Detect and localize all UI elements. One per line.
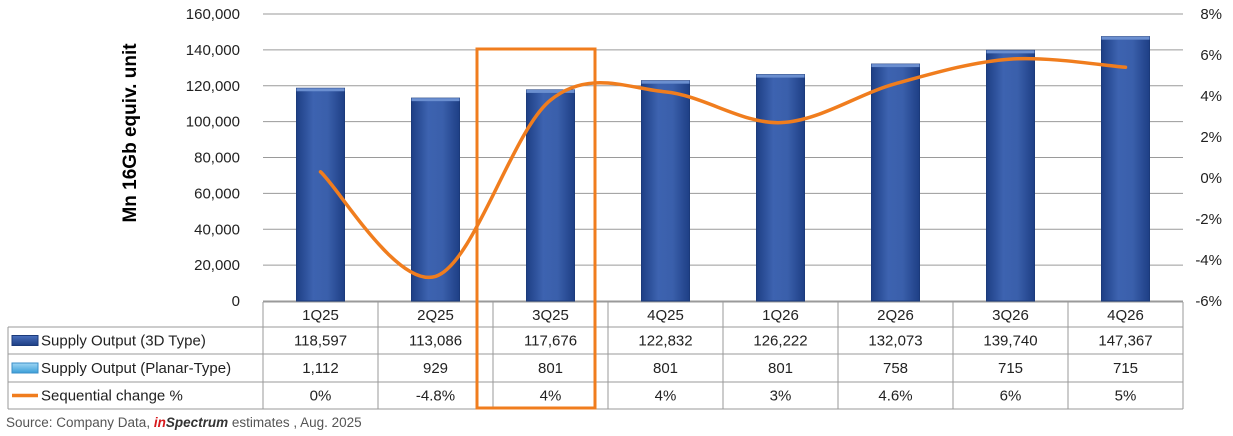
y-tick-label: 120,000 [186, 78, 240, 95]
bar [526, 89, 575, 302]
chart: 160,000 140,000 120,000 100,000 80,000 60,000… [7, 6, 1222, 410]
table-value: 758 [883, 360, 908, 377]
y-tick-label: 0 [232, 293, 240, 310]
y-tick-label: 40,000 [194, 221, 240, 238]
brand-spectrum: Spectrum [165, 415, 229, 430]
y-tick-label: 160,000 [186, 6, 240, 23]
table-value: 0% [310, 388, 332, 405]
y-tick-label: 140,000 [186, 42, 240, 59]
bar-cap [526, 89, 575, 93]
category-label: 2Q26 [877, 307, 914, 324]
y-tick-label: 80,000 [194, 150, 240, 167]
y-tick-label: 20,000 [194, 257, 240, 274]
table-value: 715 [1113, 360, 1138, 377]
bar [296, 87, 345, 302]
table-value: 715 [998, 360, 1023, 377]
bar-cap [871, 64, 920, 68]
category-label: 4Q26 [1107, 307, 1144, 324]
highlight-box [475, 47, 597, 410]
table-value: 113,086 [409, 333, 462, 350]
bar-cap [411, 98, 460, 102]
category-label: 1Q25 [302, 307, 339, 324]
table-value: -4.8% [416, 388, 455, 405]
category-label: 4Q25 [647, 307, 684, 324]
category-label: 3Q25 [532, 307, 569, 324]
legend-label: Supply Output (Planar-Type) [41, 360, 231, 377]
y-tick-label: 60,000 [194, 185, 240, 202]
y-tick-label: 100,000 [186, 114, 240, 131]
bar [1101, 36, 1150, 302]
table-value: 4% [540, 388, 562, 405]
table-value: 4.6% [878, 388, 912, 405]
data-table: 1Q25 2Q25 3Q25 4Q25 1Q26 2Q26 3Q26 4Q26 Supply O… [7, 301, 1184, 410]
bar-series [296, 36, 1150, 302]
table-value: 3% [770, 388, 792, 405]
bar-cap [986, 50, 1035, 54]
bar [871, 63, 920, 302]
y2-tick-label: -2% [1195, 211, 1222, 228]
sequential-change-line [318, 56, 1128, 280]
bar [641, 80, 690, 302]
y2-tick-label: 0% [1200, 170, 1222, 187]
y2-tick-label: -4% [1195, 252, 1222, 269]
source-suffix: estimates , Aug. 2025 [228, 415, 362, 430]
y-axis-label: Mn 16Gb equiv. unit [120, 43, 141, 223]
bar [756, 74, 805, 302]
legend-label: Supply Output (3D Type) [41, 333, 206, 350]
y2-tick-label: 6% [1200, 47, 1222, 64]
source-note: Source: Company Data, inSpectrum estimat… [6, 415, 362, 430]
bar-cap [1101, 36, 1150, 40]
gridlines [263, 13, 1183, 302]
brand-in: in [153, 415, 166, 430]
y2-tick-label: 4% [1200, 88, 1222, 105]
bar [411, 97, 460, 302]
legend-swatch [11, 335, 39, 346]
y2-tick-label: -6% [1195, 293, 1222, 310]
table-value: 132,073 [868, 333, 922, 350]
table-value: 122,832 [638, 333, 692, 350]
table-value: 4% [655, 388, 677, 405]
bar [986, 49, 1035, 302]
category-label: 3Q26 [992, 307, 1029, 324]
table-value: 117,676 [524, 333, 577, 350]
bar-cap [756, 74, 805, 78]
legend-swatch [11, 362, 39, 374]
y2-tick-label: 8% [1200, 6, 1222, 23]
legend-label: Sequential change % [41, 388, 183, 405]
table-value: 1,112 [302, 360, 338, 377]
table-value: 147,367 [1098, 333, 1152, 350]
table-value: 6% [1000, 388, 1022, 405]
table-value: 126,222 [753, 333, 807, 350]
y-axis-right: 8% 6% 4% 2% 0% -2% -4% -6% [1195, 6, 1222, 310]
bar-cap [641, 80, 690, 84]
category-label: 1Q26 [762, 307, 799, 324]
y-axis-left: 160,000 140,000 120,000 100,000 80,000 60,000… [186, 6, 240, 310]
table-value: 929 [423, 360, 448, 377]
table-value: 801 [768, 360, 793, 377]
category-label: 2Q25 [417, 307, 454, 324]
source-prefix: Source: Company Data, [6, 415, 154, 430]
bar-cap [296, 88, 345, 92]
table-value: 5% [1115, 388, 1137, 405]
y2-tick-label: 2% [1200, 129, 1222, 146]
table-value: 801 [653, 360, 678, 377]
table-value: 139,740 [983, 333, 1037, 350]
table-value: 801 [538, 360, 563, 377]
line-series [318, 56, 1128, 280]
table-value: 118,597 [294, 333, 347, 350]
